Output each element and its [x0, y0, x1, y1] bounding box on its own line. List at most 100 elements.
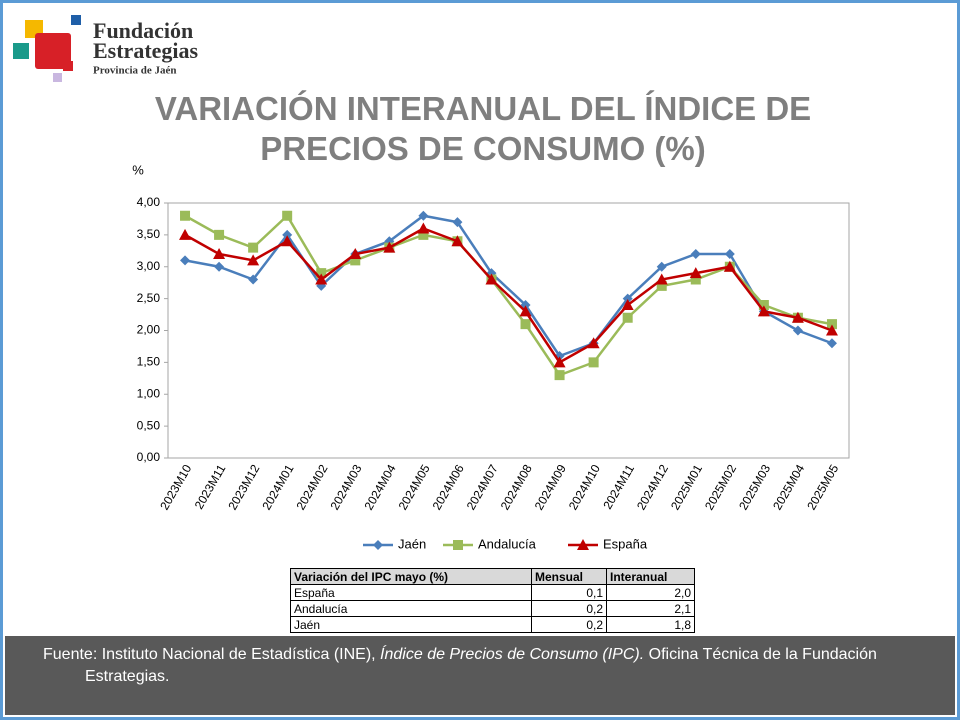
marker [791, 311, 804, 323]
marker [350, 255, 361, 266]
marker [179, 228, 192, 240]
x-tick-label: 2024M01 [259, 462, 296, 513]
logo-square [71, 15, 81, 25]
marker [690, 274, 701, 285]
marker [621, 299, 634, 310]
chart: % 0,00 0,50 1,00 1,50 2,00 2,50 3,00 3,50 4,00 20… [132, 162, 850, 551]
x-tick-label: 2025M02 [702, 462, 739, 513]
marker [520, 319, 531, 330]
marker [316, 268, 327, 279]
table-cell: 1,8 [606, 616, 695, 633]
logo-square [53, 73, 62, 82]
marker [588, 357, 599, 368]
table-row: Jaén 0,2 1,8 [290, 616, 695, 633]
marker [418, 210, 429, 221]
marker [248, 242, 259, 253]
x-tick-label: 2024M07 [464, 462, 501, 513]
marker [826, 319, 837, 330]
marker [554, 370, 565, 381]
marker [180, 210, 191, 221]
logo-subtext: Provincia de Jaén [93, 65, 177, 77]
logo-square [63, 61, 73, 71]
x-tick-label: 2023M11 [192, 462, 229, 512]
marker [519, 305, 532, 317]
logo-text: Estrategias [93, 38, 199, 63]
marker [282, 210, 293, 221]
marker [452, 217, 463, 228]
table-cell: Jaén [290, 616, 532, 633]
table-cell: Andalucía [290, 600, 532, 617]
y-tick-label: 4,00 [137, 195, 161, 209]
x-tick-label: 2025M03 [736, 462, 773, 513]
marker [417, 222, 430, 234]
table-cell: Interanual [606, 568, 695, 585]
footer-italic: Índice de Precios de Consumo (IPC). [380, 646, 645, 663]
footer-text: Fuente: Instituto Nacional de Estadístic… [43, 646, 381, 663]
marker [451, 235, 464, 247]
x-tick-label: 2024M02 [293, 462, 330, 513]
chart-title: VARIACIÓN INTERANUAL DEL ÍNDICE DE PRECI… [154, 90, 812, 167]
y-tick-label: 0,50 [137, 418, 161, 432]
marker [453, 540, 463, 550]
x-tick-label: 2025M05 [804, 462, 841, 513]
marker [655, 273, 668, 285]
marker [315, 273, 328, 285]
x-tick-label: 2025M04 [770, 462, 807, 513]
marker [214, 229, 225, 240]
series-line [184, 214, 833, 358]
y-tick-label: 1,50 [137, 355, 161, 369]
y-tick-label: 3,50 [137, 227, 161, 241]
marker [690, 249, 701, 259]
x-tick-label: 2025M01 [668, 462, 705, 513]
x-tick-label: 2024M08 [498, 462, 535, 513]
x-tick-label: 2024M12 [634, 462, 671, 513]
table-cell: 0,2 [531, 600, 607, 617]
x-tick-label: 2024M05 [396, 462, 433, 513]
logo: Fundación Estrategias Provincia de Jaén [13, 15, 199, 82]
marker [656, 261, 667, 272]
marker [656, 280, 667, 291]
marker [724, 249, 735, 259]
plot-area [167, 202, 850, 459]
marker [180, 255, 191, 266]
table-cell: 0,2 [531, 616, 607, 633]
table-row: Variación del IPC mayo (%) Mensual Interan… [290, 568, 695, 585]
y-axis-label: % [132, 162, 144, 177]
x-tick-label: 2024M04 [362, 462, 399, 513]
marker [792, 325, 803, 336]
marker [553, 356, 566, 368]
x-tick-label: 2024M09 [532, 462, 569, 513]
marker [622, 312, 633, 323]
marker [723, 260, 736, 272]
table-cell: Variación del IPC mayo (%) [290, 568, 532, 585]
series-line [184, 227, 833, 365]
logo-square [35, 33, 71, 69]
table-cell: España [290, 584, 532, 601]
legend-label: Jaén [398, 536, 426, 551]
table-cell: 0,1 [531, 584, 607, 601]
legend-label: España [603, 536, 648, 551]
marker [825, 324, 838, 336]
marker [383, 241, 396, 253]
marker [826, 338, 837, 349]
marker [418, 229, 429, 240]
y-tick-label: 1,00 [137, 386, 161, 400]
marker [577, 539, 589, 550]
x-tick-label: 2024M03 [327, 462, 364, 513]
marker [248, 274, 259, 285]
marker [213, 248, 226, 259]
marker [349, 248, 362, 259]
x-tick-label: 2023M12 [225, 462, 262, 513]
y-tick-label: 2,50 [137, 291, 161, 305]
marker [373, 540, 383, 550]
marker [757, 305, 770, 317]
table-cell: Mensual [531, 568, 607, 585]
marker [214, 261, 225, 272]
footer: Fuente: Instituto Nacional de Estadístic… [5, 636, 955, 715]
x-tick-label: 2024M06 [430, 462, 467, 513]
marker [689, 267, 702, 279]
footer-text: Oficina Técnica de la Fundación Estrateg… [85, 646, 877, 685]
marker [247, 254, 260, 266]
x-tick-label: 2024M10 [566, 462, 603, 513]
